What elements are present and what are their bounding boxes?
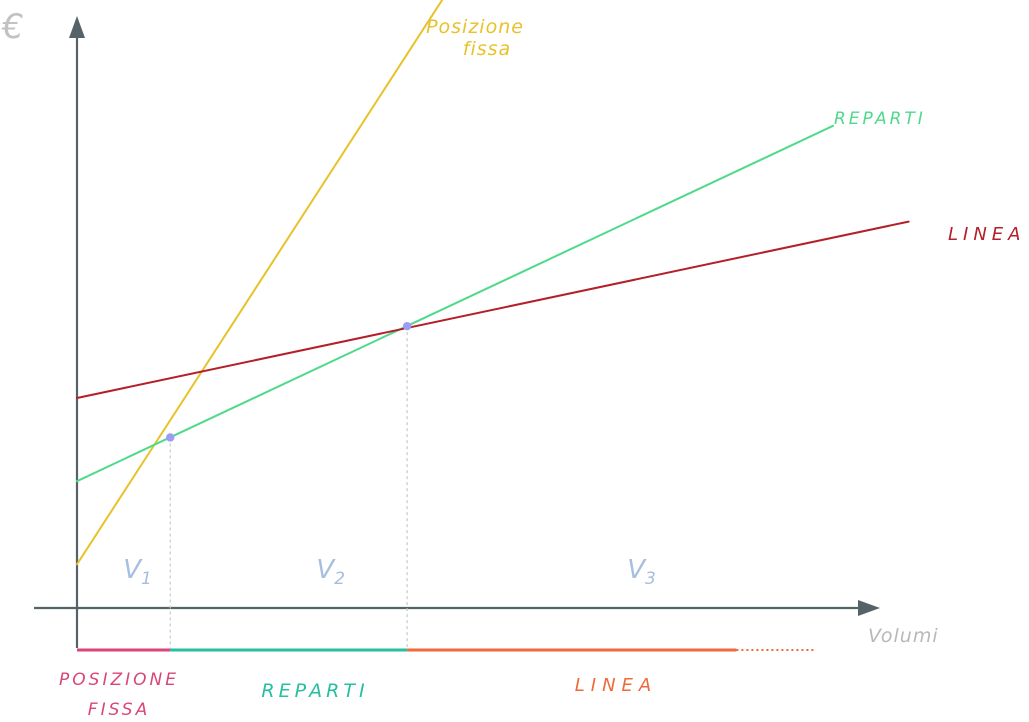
series-lines [76, 0, 910, 566]
region-label-letter: V [316, 555, 336, 585]
x-axis-arrow [858, 600, 880, 616]
series-label-reparti: REPARTI [834, 109, 926, 129]
series-label-line: REPARTI [834, 109, 926, 129]
guide-lines [169, 326, 408, 649]
series-line-reparti [76, 124, 834, 483]
series-label-line: fissa [463, 38, 511, 60]
range-label-1: POSIZIONE FISSA [59, 670, 179, 720]
region-label-letter: V [627, 555, 647, 585]
series-label-line: Posizione [426, 16, 524, 38]
range-label-3: LINEA [575, 675, 658, 696]
region-label-3: V3 [627, 555, 656, 589]
series-label-line: LINEA [948, 224, 1026, 245]
range-label-line: FISSA [88, 700, 150, 720]
range-label-line: REPARTI [261, 680, 368, 702]
intersection-points [166, 321, 412, 442]
region-label-sub: 2 [334, 569, 345, 589]
region-label-1: V1 [123, 555, 152, 589]
intersection-point-1 [166, 433, 175, 442]
y-axis-arrow [69, 16, 85, 38]
region-label-letter: V [123, 555, 143, 585]
series-line-posizione-fissa [76, 0, 444, 566]
region-label-sub: 1 [141, 569, 152, 589]
x-axis-label: Volumi [868, 625, 939, 647]
series-label-linea: LINEA [948, 224, 1026, 245]
axes [34, 16, 880, 648]
series-label-posizione-fissa: Posizione fissa [426, 16, 524, 60]
range-label-2: REPARTI [261, 680, 368, 702]
y-axis-label: € [1, 7, 24, 47]
range-segments: POSIZIONE FISSA REPARTI LINEA [59, 648, 817, 720]
range-label-line: LINEA [575, 675, 658, 696]
series-line-linea [76, 220, 910, 399]
region-label-2: V2 [316, 555, 345, 589]
range-label-line: POSIZIONE [59, 670, 179, 690]
intersection-point-2 [402, 321, 412, 331]
region-label-sub: 3 [645, 569, 656, 589]
